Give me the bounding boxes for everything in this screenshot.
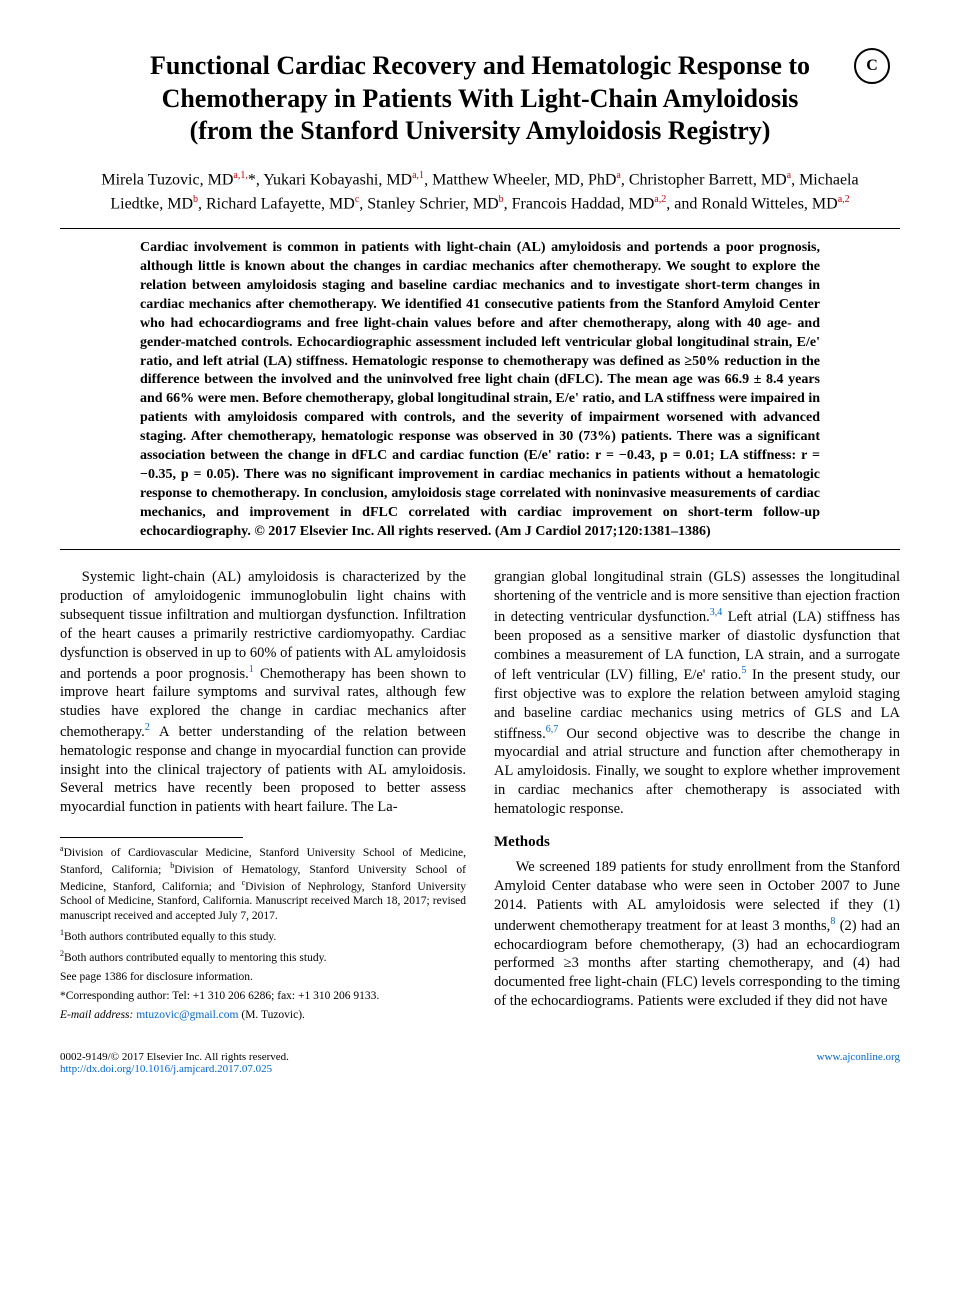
footer-right: www.ajconline.org bbox=[817, 1051, 900, 1075]
page-footer: 0002-9149/© 2017 Elsevier Inc. All right… bbox=[60, 1051, 900, 1075]
rule-top bbox=[60, 228, 900, 229]
email-label: E-mail address: bbox=[60, 1009, 133, 1021]
abstract: Cardiac involvement is common in patient… bbox=[140, 239, 820, 541]
author-list: Mirela Tuzovic, MDa,1,*, Yukari Kobayash… bbox=[80, 168, 880, 217]
footer-left: 0002-9149/© 2017 Elsevier Inc. All right… bbox=[60, 1051, 289, 1075]
intro-para-right: grangian global longitudinal strain (GLS… bbox=[494, 568, 900, 818]
right-column: grangian global longitudinal strain (GLS… bbox=[494, 568, 900, 1026]
equal-contrib-2: 2Both authors contributed equally to men… bbox=[60, 949, 466, 966]
journal-site-link[interactable]: www.ajconline.org bbox=[817, 1051, 900, 1063]
article-title: Functional Cardiac Recovery and Hematolo… bbox=[130, 50, 830, 148]
intro-para-left: Systemic light-chain (AL) amyloidosis is… bbox=[60, 568, 466, 817]
rule-bottom bbox=[60, 549, 900, 550]
disclosure-note: See page 1386 for disclosure information… bbox=[60, 970, 466, 985]
doi-link[interactable]: http://dx.doi.org/10.1016/j.amjcard.2017… bbox=[60, 1063, 272, 1075]
affiliations-text: aDivision of Cardiovascular Medicine, St… bbox=[60, 844, 466, 924]
body-columns: Systemic light-chain (AL) amyloidosis is… bbox=[60, 568, 900, 1026]
crossmark-icon: C bbox=[866, 57, 878, 75]
left-column: Systemic light-chain (AL) amyloidosis is… bbox=[60, 568, 466, 1026]
crossmark-badge[interactable]: C bbox=[854, 48, 890, 84]
email-line: E-mail address: mtuzovic@gmail.com (M. T… bbox=[60, 1008, 466, 1023]
copyright-line: 0002-9149/© 2017 Elsevier Inc. All right… bbox=[60, 1051, 289, 1063]
email-suffix: (M. Tuzovic). bbox=[241, 1009, 305, 1021]
methods-para: We screened 189 patients for study enrol… bbox=[494, 858, 900, 1011]
affiliations-block: aDivision of Cardiovascular Medicine, St… bbox=[60, 837, 466, 1023]
email-link[interactable]: mtuzovic@gmail.com bbox=[136, 1009, 238, 1021]
methods-heading: Methods bbox=[494, 833, 900, 853]
corresponding-author: *Corresponding author: Tel: +1 310 206 6… bbox=[60, 989, 466, 1004]
equal-contrib-1: 1Both authors contributed equally to thi… bbox=[60, 928, 466, 945]
